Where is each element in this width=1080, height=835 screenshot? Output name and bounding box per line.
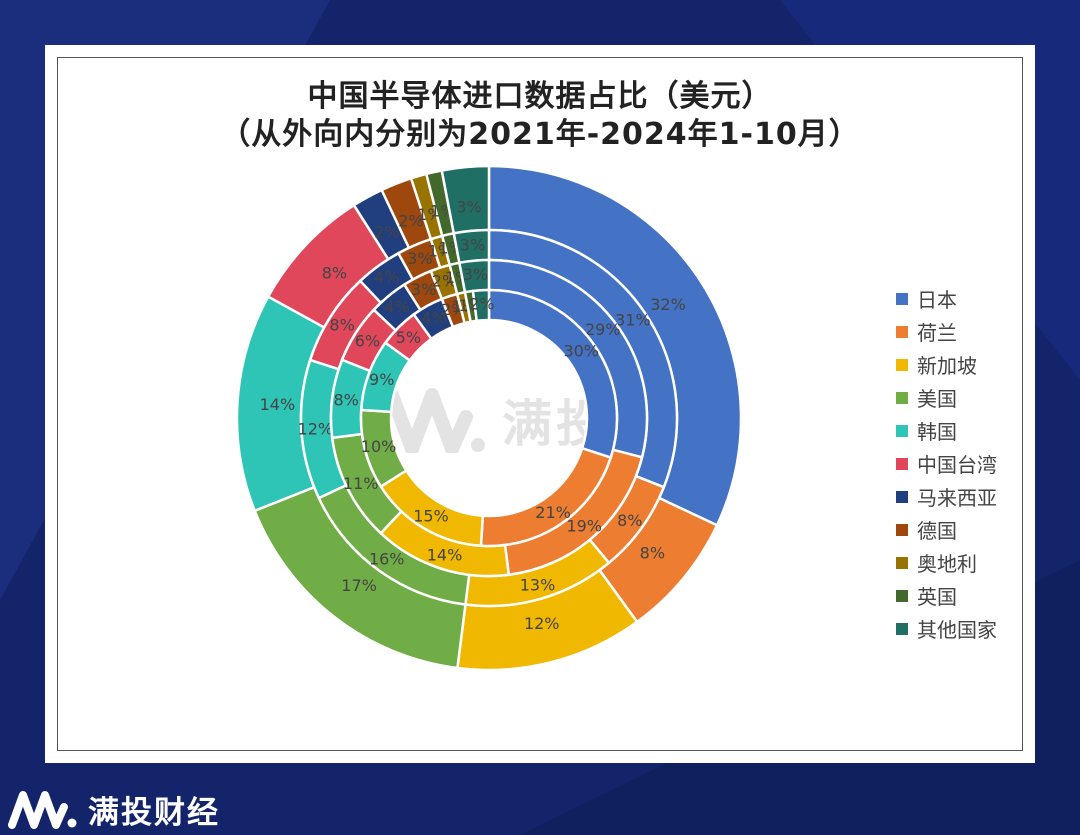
data-label-1-3: 12% — [524, 614, 560, 633]
chart-subtitle: （从外向内分别为2021年-2024年1-10月） — [220, 117, 860, 152]
data-label-4-4: 10% — [361, 437, 397, 456]
brand-name: 满投财经 — [88, 794, 220, 831]
legend-swatch-icon — [896, 325, 908, 338]
legend-label: 新加坡 — [917, 354, 977, 378]
data-label-1-5: 14% — [260, 395, 296, 414]
data-label-3-3: 14% — [427, 545, 463, 564]
data-label-4-7: 4% — [421, 309, 446, 328]
chart-frame: 中国半导体进口数据占比（美元） （从外向内分别为2021年-2024年1-10月… — [57, 57, 1023, 751]
data-label-3-4: 11% — [343, 474, 379, 493]
data-label-2-3: 13% — [520, 576, 556, 595]
chart-title: 中国半导体进口数据占比（美元） — [307, 79, 773, 114]
brand-logo-icon — [8, 791, 77, 829]
legend-item-4: 美国 — [896, 381, 1036, 414]
legend-swatch-icon — [896, 490, 908, 503]
legend-swatch-icon — [896, 556, 908, 569]
data-label-2-1: 31% — [615, 311, 651, 330]
donut-chart: 32%8%12%17%14%8%2%2%1%1% 3%31%8%13%16%12%… — [235, 164, 743, 672]
data-label-2-6: 8% — [329, 315, 354, 334]
legend-swatch-icon — [896, 523, 908, 536]
data-label-1-2: 8% — [640, 544, 665, 563]
data-label-4-11: 2% — [469, 295, 494, 314]
legend-swatch-icon — [896, 391, 908, 404]
data-label-1-1: 32% — [650, 295, 686, 314]
legend-item-6: 中国台湾 — [896, 447, 1036, 480]
legend-swatch-icon — [896, 457, 908, 470]
data-label-2-7: 4% — [374, 268, 399, 287]
data-label-4-3: 15% — [413, 507, 449, 526]
chart-title-block: 中国半导体进口数据占比（美元） （从外向内分别为2021年-2024年1-10月… — [58, 78, 1022, 154]
legend-item-5: 韩国 — [896, 414, 1036, 447]
data-label-3-5: 8% — [333, 390, 358, 409]
data-label-3-11: 3% — [463, 265, 488, 284]
data-label-1-7: 2% — [374, 223, 399, 242]
data-label-1-6: 8% — [322, 263, 347, 282]
data-label-2-4: 16% — [369, 549, 405, 568]
data-label-1-8: 2% — [398, 211, 423, 230]
donut-segment-4-11 — [471, 288, 491, 323]
legend-label: 中国台湾 — [917, 453, 997, 477]
data-label-1-11: 3% — [456, 197, 481, 216]
data-label-4-1: 30% — [563, 341, 599, 360]
legend-swatch-icon — [896, 622, 908, 635]
legend-label: 美国 — [917, 387, 957, 411]
legend-item-3: 新加坡 — [896, 348, 1036, 381]
data-label-3-2: 19% — [566, 517, 602, 536]
legend-item-1: 日本 — [896, 282, 1036, 315]
legend-label: 马来西亚 — [917, 486, 997, 510]
chart-legend: 日本荷兰新加坡美国韩国中国台湾马来西亚德国奥地利英国其他国家 — [896, 282, 1036, 645]
legend-label: 韩国 — [917, 420, 957, 444]
data-label-3-1: 29% — [585, 320, 621, 339]
legend-swatch-icon — [896, 424, 908, 437]
legend-item-10: 英国 — [896, 579, 1036, 612]
data-label-3-6: 6% — [355, 331, 380, 350]
data-label-3-8: 3% — [411, 280, 436, 299]
legend-label: 奥地利 — [917, 552, 977, 576]
data-label-1-4: 17% — [341, 576, 377, 595]
legend-item-7: 马来西亚 — [896, 480, 1036, 513]
legend-label: 英国 — [917, 585, 957, 609]
legend-swatch-icon — [896, 589, 908, 602]
legend-label: 其他国家 — [917, 618, 997, 642]
data-label-2-2: 8% — [617, 511, 642, 530]
legend-item-8: 德国 — [896, 513, 1036, 546]
data-label-3-9: 2% — [432, 272, 457, 291]
data-label-2-5: 12% — [298, 419, 334, 438]
data-label-2-11: 3% — [460, 235, 485, 254]
data-label-3-7: 4% — [385, 298, 410, 317]
data-label-4-6: 5% — [396, 328, 421, 347]
brand-footer: 满投财经 — [8, 787, 220, 831]
legend-label: 日本 — [917, 288, 957, 312]
legend-swatch-icon — [896, 292, 908, 305]
legend-swatch-icon — [896, 358, 908, 371]
chart-card: 中国半导体进口数据占比（美元） （从外向内分别为2021年-2024年1-10月… — [45, 45, 1035, 763]
legend-label: 德国 — [917, 519, 957, 543]
legend-label: 荷兰 — [917, 321, 957, 345]
legend-item-9: 奥地利 — [896, 546, 1036, 579]
data-label-4-2: 21% — [535, 503, 571, 522]
data-label-2-8: 3% — [407, 249, 432, 268]
legend-item-2: 荷兰 — [896, 315, 1036, 348]
legend-item-11: 其他国家 — [896, 612, 1036, 645]
data-label-4-5: 9% — [369, 370, 394, 389]
